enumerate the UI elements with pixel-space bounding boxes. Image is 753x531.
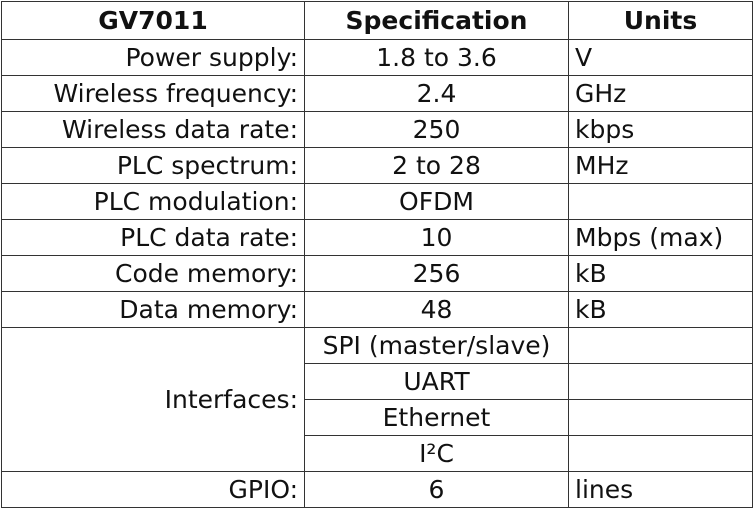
- label-cell: Data memory:: [1, 291, 305, 328]
- label-cell: Wireless data rate:: [1, 111, 305, 148]
- units-cell: kB: [568, 255, 753, 292]
- spec-cell: 6: [304, 471, 569, 508]
- row: UART: [2, 363, 753, 400]
- header-cell: Units: [568, 1, 753, 40]
- header-cell: Specification: [304, 1, 569, 40]
- spec-cell: 250: [304, 111, 569, 148]
- spec-cell: 2 to 28: [304, 147, 569, 184]
- label-cell: Interfaces:: [1, 327, 305, 472]
- spec-cell: 1.8 to 3.6: [304, 39, 569, 76]
- label-cell: PLC modulation:: [1, 183, 305, 220]
- units-cell: lines: [568, 471, 753, 508]
- units-cell: Mbps (max): [568, 219, 753, 256]
- row: Wireless data rate: 250 kbps: [1, 111, 753, 148]
- spec-table: GV7011 Specification Units Power supply:…: [1, 1, 753, 508]
- row: Data memory: 48 kB: [1, 291, 753, 328]
- table-body: Power supply: 1.8 to 3.6 V Wireless frequen…: [1, 39, 753, 508]
- spec-cell: 256: [304, 255, 569, 292]
- label-cell: PLC data rate:: [1, 219, 305, 256]
- row: PLC modulation: OFDM: [1, 183, 753, 220]
- row: GPIO: 6 lines: [1, 471, 753, 508]
- spec-cell: SPI (master/slave): [304, 327, 569, 364]
- spec-cell: 10: [304, 219, 569, 256]
- units-cell: [568, 327, 753, 364]
- row: Code memory: 256 kB: [1, 255, 753, 292]
- label-cell: PLC spectrum:: [1, 147, 305, 184]
- units-cell: V: [568, 39, 753, 76]
- row: Interfaces: SPI (master/slave): [1, 327, 753, 472]
- row: PLC spectrum: 2 to 28 MHz: [1, 147, 753, 184]
- spec-cell: UART: [304, 363, 569, 400]
- label-cell: GPIO:: [1, 471, 305, 508]
- label-cell: Wireless frequency:: [1, 75, 305, 112]
- label-cell: Code memory:: [1, 255, 305, 292]
- spec-cell: 48: [304, 291, 569, 328]
- units-cell: [568, 183, 753, 220]
- units-cell: MHz: [568, 147, 753, 184]
- units-cell: [568, 435, 753, 472]
- spec-cell: 2.4: [304, 75, 569, 112]
- row: Power supply: 1.8 to 3.6 V: [1, 39, 753, 76]
- units-cell: GHz: [568, 75, 753, 112]
- row: Wireless frequency: 2.4 GHz: [1, 75, 753, 112]
- label-cell: Power supply:: [1, 39, 305, 76]
- table-header: GV7011 Specification Units: [1, 1, 753, 40]
- row: I²C: [2, 435, 753, 472]
- spec-cell: Ethernet: [304, 399, 569, 436]
- units-cell: [568, 363, 753, 400]
- row: PLC data rate: 10 Mbps (max): [1, 219, 753, 256]
- units-cell: [568, 399, 753, 436]
- units-cell: kB: [568, 291, 753, 328]
- spec-cell: OFDM: [304, 183, 569, 220]
- units-cell: kbps: [568, 111, 753, 148]
- spec-cell: I²C: [304, 435, 569, 472]
- header-cell: GV7011: [1, 1, 305, 40]
